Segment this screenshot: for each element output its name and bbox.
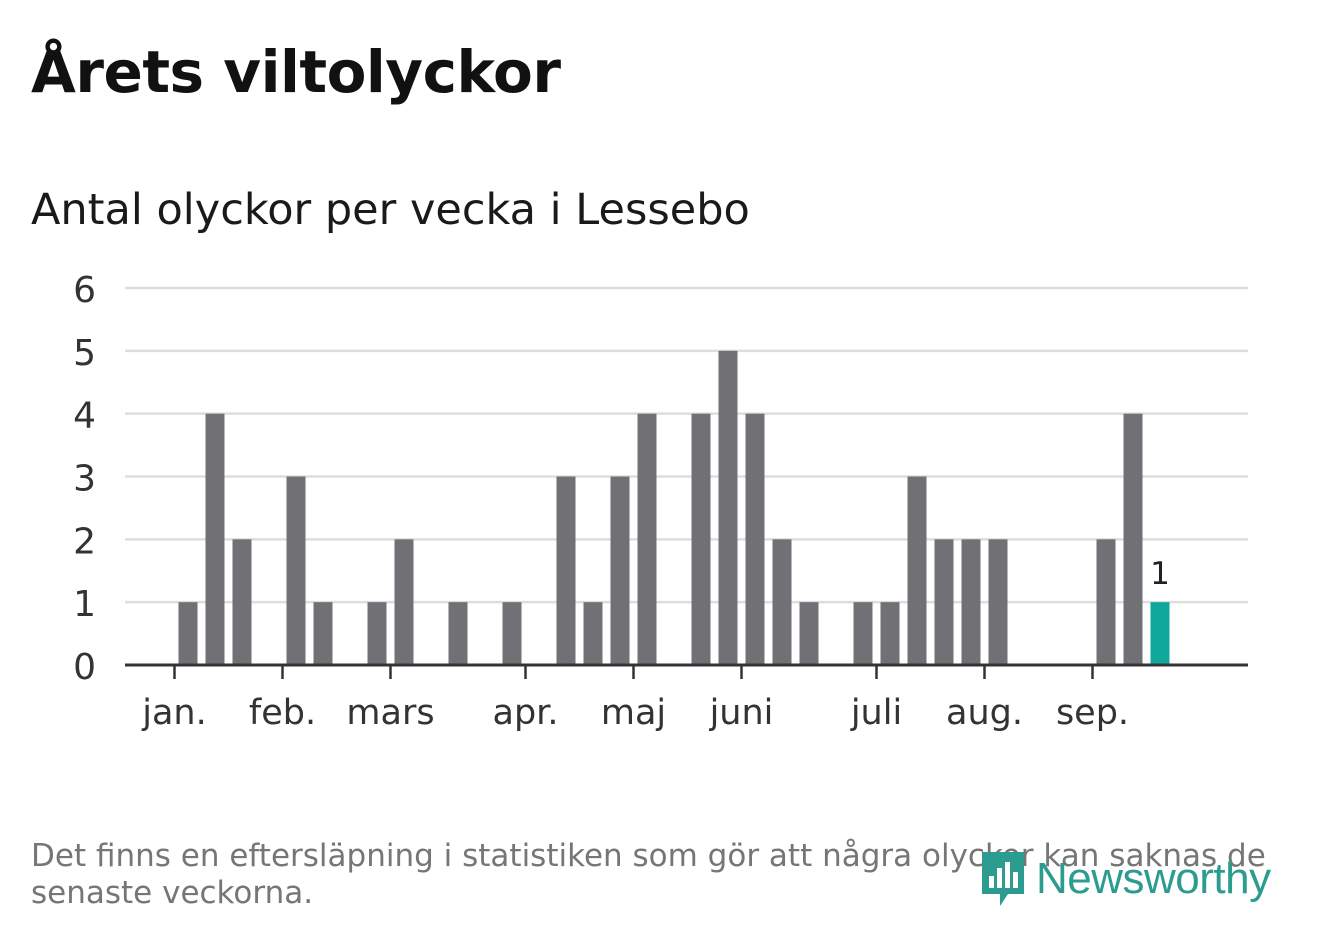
- bar-week-28: [853, 602, 873, 665]
- y-axis-ticks: 0 1 2 3 4 5 6: [73, 270, 96, 688]
- chart-subtitle: Antal olyckor per vecka i Lessebo: [31, 185, 750, 235]
- x-tick-label-aug.: aug.: [946, 693, 1023, 733]
- bar-chart: 0 1 2 3 4 5 6 jan. feb. mars apr. maj juni juli aug. s…: [73, 270, 1248, 733]
- bar-week-39: [1150, 602, 1170, 665]
- y-tick-label-2: 2: [73, 521, 96, 562]
- x-tick-label-juni: juni: [709, 693, 774, 733]
- bar-week-23: [718, 350, 738, 665]
- gridlines: [125, 286, 1248, 604]
- y-tick-label-3: 3: [73, 459, 96, 500]
- bars: [178, 350, 1170, 665]
- bar-week-37: [1096, 539, 1116, 665]
- y-tick-label-0: 0: [73, 647, 96, 688]
- bar-week-3: [178, 602, 198, 665]
- bar-week-25: [772, 539, 792, 665]
- x-tick-label-feb.: feb.: [249, 693, 316, 733]
- bar-week-19: [610, 476, 630, 665]
- bar-week-31: [934, 539, 954, 665]
- x-tick-label-mars: mars: [346, 693, 434, 733]
- bar-week-4: [205, 413, 225, 665]
- bar-week-13: [448, 602, 468, 665]
- bar-week-5: [232, 539, 252, 665]
- annotations: 1: [1150, 556, 1170, 592]
- bar-week-26: [799, 602, 819, 665]
- bar-week-24: [745, 413, 765, 665]
- bar-week-10: [367, 602, 387, 665]
- bar-week-11: [394, 539, 414, 665]
- bar-week-18: [583, 602, 603, 665]
- x-tick-label-maj: maj: [601, 693, 666, 733]
- bar-week-22: [691, 413, 711, 665]
- bar-week-38: [1123, 413, 1143, 665]
- bar-week-17: [556, 476, 576, 665]
- bar-week-20: [637, 413, 657, 665]
- x-tick-label-juli: juli: [850, 693, 902, 733]
- y-tick-label-6: 6: [73, 270, 96, 311]
- x-tick-label-apr.: apr.: [493, 693, 559, 733]
- y-tick-label-4: 4: [73, 396, 96, 437]
- x-tick-label-jan.: jan.: [141, 693, 206, 733]
- bar-week-29: [880, 602, 900, 665]
- bar-week-8: [313, 602, 333, 665]
- bar-week-7: [286, 476, 306, 665]
- newsworthy-chart-icon: [982, 852, 1024, 906]
- logo-text: Newsworthy: [1036, 854, 1271, 903]
- chart-title: Årets viltolyckor: [31, 38, 561, 106]
- data-label-highlight: 1: [1150, 556, 1170, 592]
- y-tick-label-5: 5: [73, 333, 96, 374]
- x-axis-ticks: jan. feb. mars apr. maj juni juli aug. sep.: [141, 665, 1129, 733]
- footnote: Det finns en eftersläpning i statistiken…: [31, 838, 1266, 911]
- bar-week-15: [502, 602, 522, 665]
- bar-week-32: [961, 539, 981, 665]
- x-tick-label-sep.: sep.: [1056, 693, 1129, 733]
- y-tick-label-1: 1: [73, 584, 96, 625]
- bar-week-30: [907, 476, 927, 665]
- newsworthy-logo: Newsworthy: [978, 848, 1271, 910]
- bar-week-33: [988, 539, 1008, 665]
